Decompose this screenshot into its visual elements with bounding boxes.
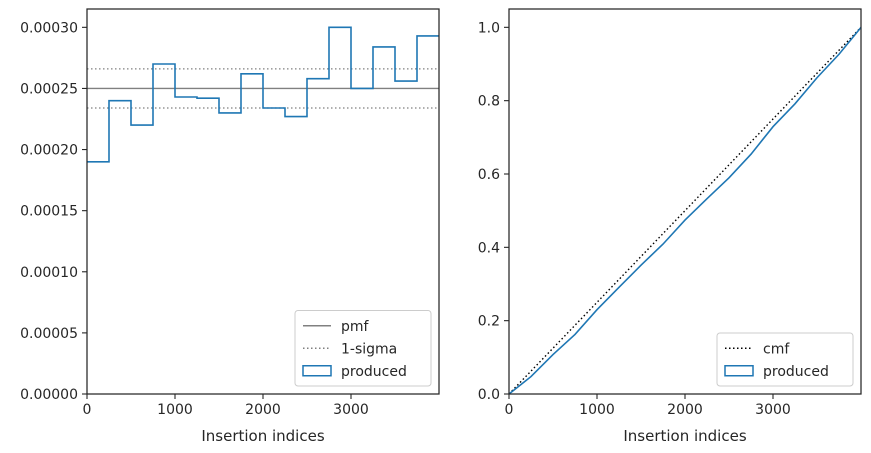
y-tick-label: 0.00010 bbox=[20, 265, 78, 281]
x-tick-label: 2000 bbox=[667, 402, 703, 418]
legend: cmf produced bbox=[716, 332, 854, 387]
y-tick-label: 0.00020 bbox=[20, 143, 78, 159]
x-tick-label: 0 bbox=[83, 402, 92, 418]
legend-swatch-produced bbox=[302, 365, 332, 377]
legend: pmf 1-sigma produced bbox=[294, 310, 432, 387]
x-tick-label: 2000 bbox=[245, 402, 281, 418]
legend-label: pmf bbox=[341, 319, 370, 335]
legend-swatch-produced bbox=[724, 365, 754, 377]
x-tick-label: 3000 bbox=[333, 402, 369, 418]
y-tick-label: 0.8 bbox=[478, 94, 500, 110]
produced-series bbox=[87, 26, 439, 163]
y-tick-label: 0.2 bbox=[478, 314, 500, 330]
legend-box bbox=[294, 310, 432, 387]
legend-label: cmf bbox=[763, 341, 790, 357]
y-tick-label: 0.00005 bbox=[20, 326, 78, 342]
cmf-line bbox=[509, 26, 861, 394]
y-tick-label: 0.00030 bbox=[20, 20, 78, 36]
plot-area bbox=[87, 26, 439, 163]
y-tick-label: 1.0 bbox=[478, 20, 500, 36]
legend-box bbox=[716, 332, 854, 387]
right-cumulative-panel: 0 1000 2000 3000 0.0 0.2 0.4 0.6 0.8 1.0 Insertion… bbox=[478, 8, 862, 445]
x-axis-title: Insertion indices bbox=[623, 427, 746, 445]
x-axis-title: Insertion indices bbox=[201, 427, 324, 445]
legend-label: produced bbox=[341, 364, 407, 380]
y-tick-label: 0.00000 bbox=[20, 387, 78, 403]
y-tick-label: 0.0 bbox=[478, 387, 500, 403]
y-tick-label: 0.00025 bbox=[20, 81, 78, 97]
left-histogram-panel: 0 1000 2000 3000 0.00000 0.00005 0.00010 0.0001… bbox=[20, 8, 440, 445]
x-tick-label: 1000 bbox=[579, 402, 615, 418]
x-tick-label: 1000 bbox=[157, 402, 193, 418]
y-tick-label: 0.6 bbox=[478, 167, 500, 183]
x-tick-label: 0 bbox=[505, 402, 514, 418]
legend-label: produced bbox=[763, 364, 829, 380]
x-tick-label: 3000 bbox=[755, 402, 791, 418]
produced-series bbox=[509, 26, 861, 394]
y-tick-label: 0.00015 bbox=[20, 204, 78, 220]
y-tick-label: 0.4 bbox=[478, 240, 500, 256]
plot-area bbox=[509, 26, 861, 394]
legend-label: 1-sigma bbox=[341, 341, 397, 357]
